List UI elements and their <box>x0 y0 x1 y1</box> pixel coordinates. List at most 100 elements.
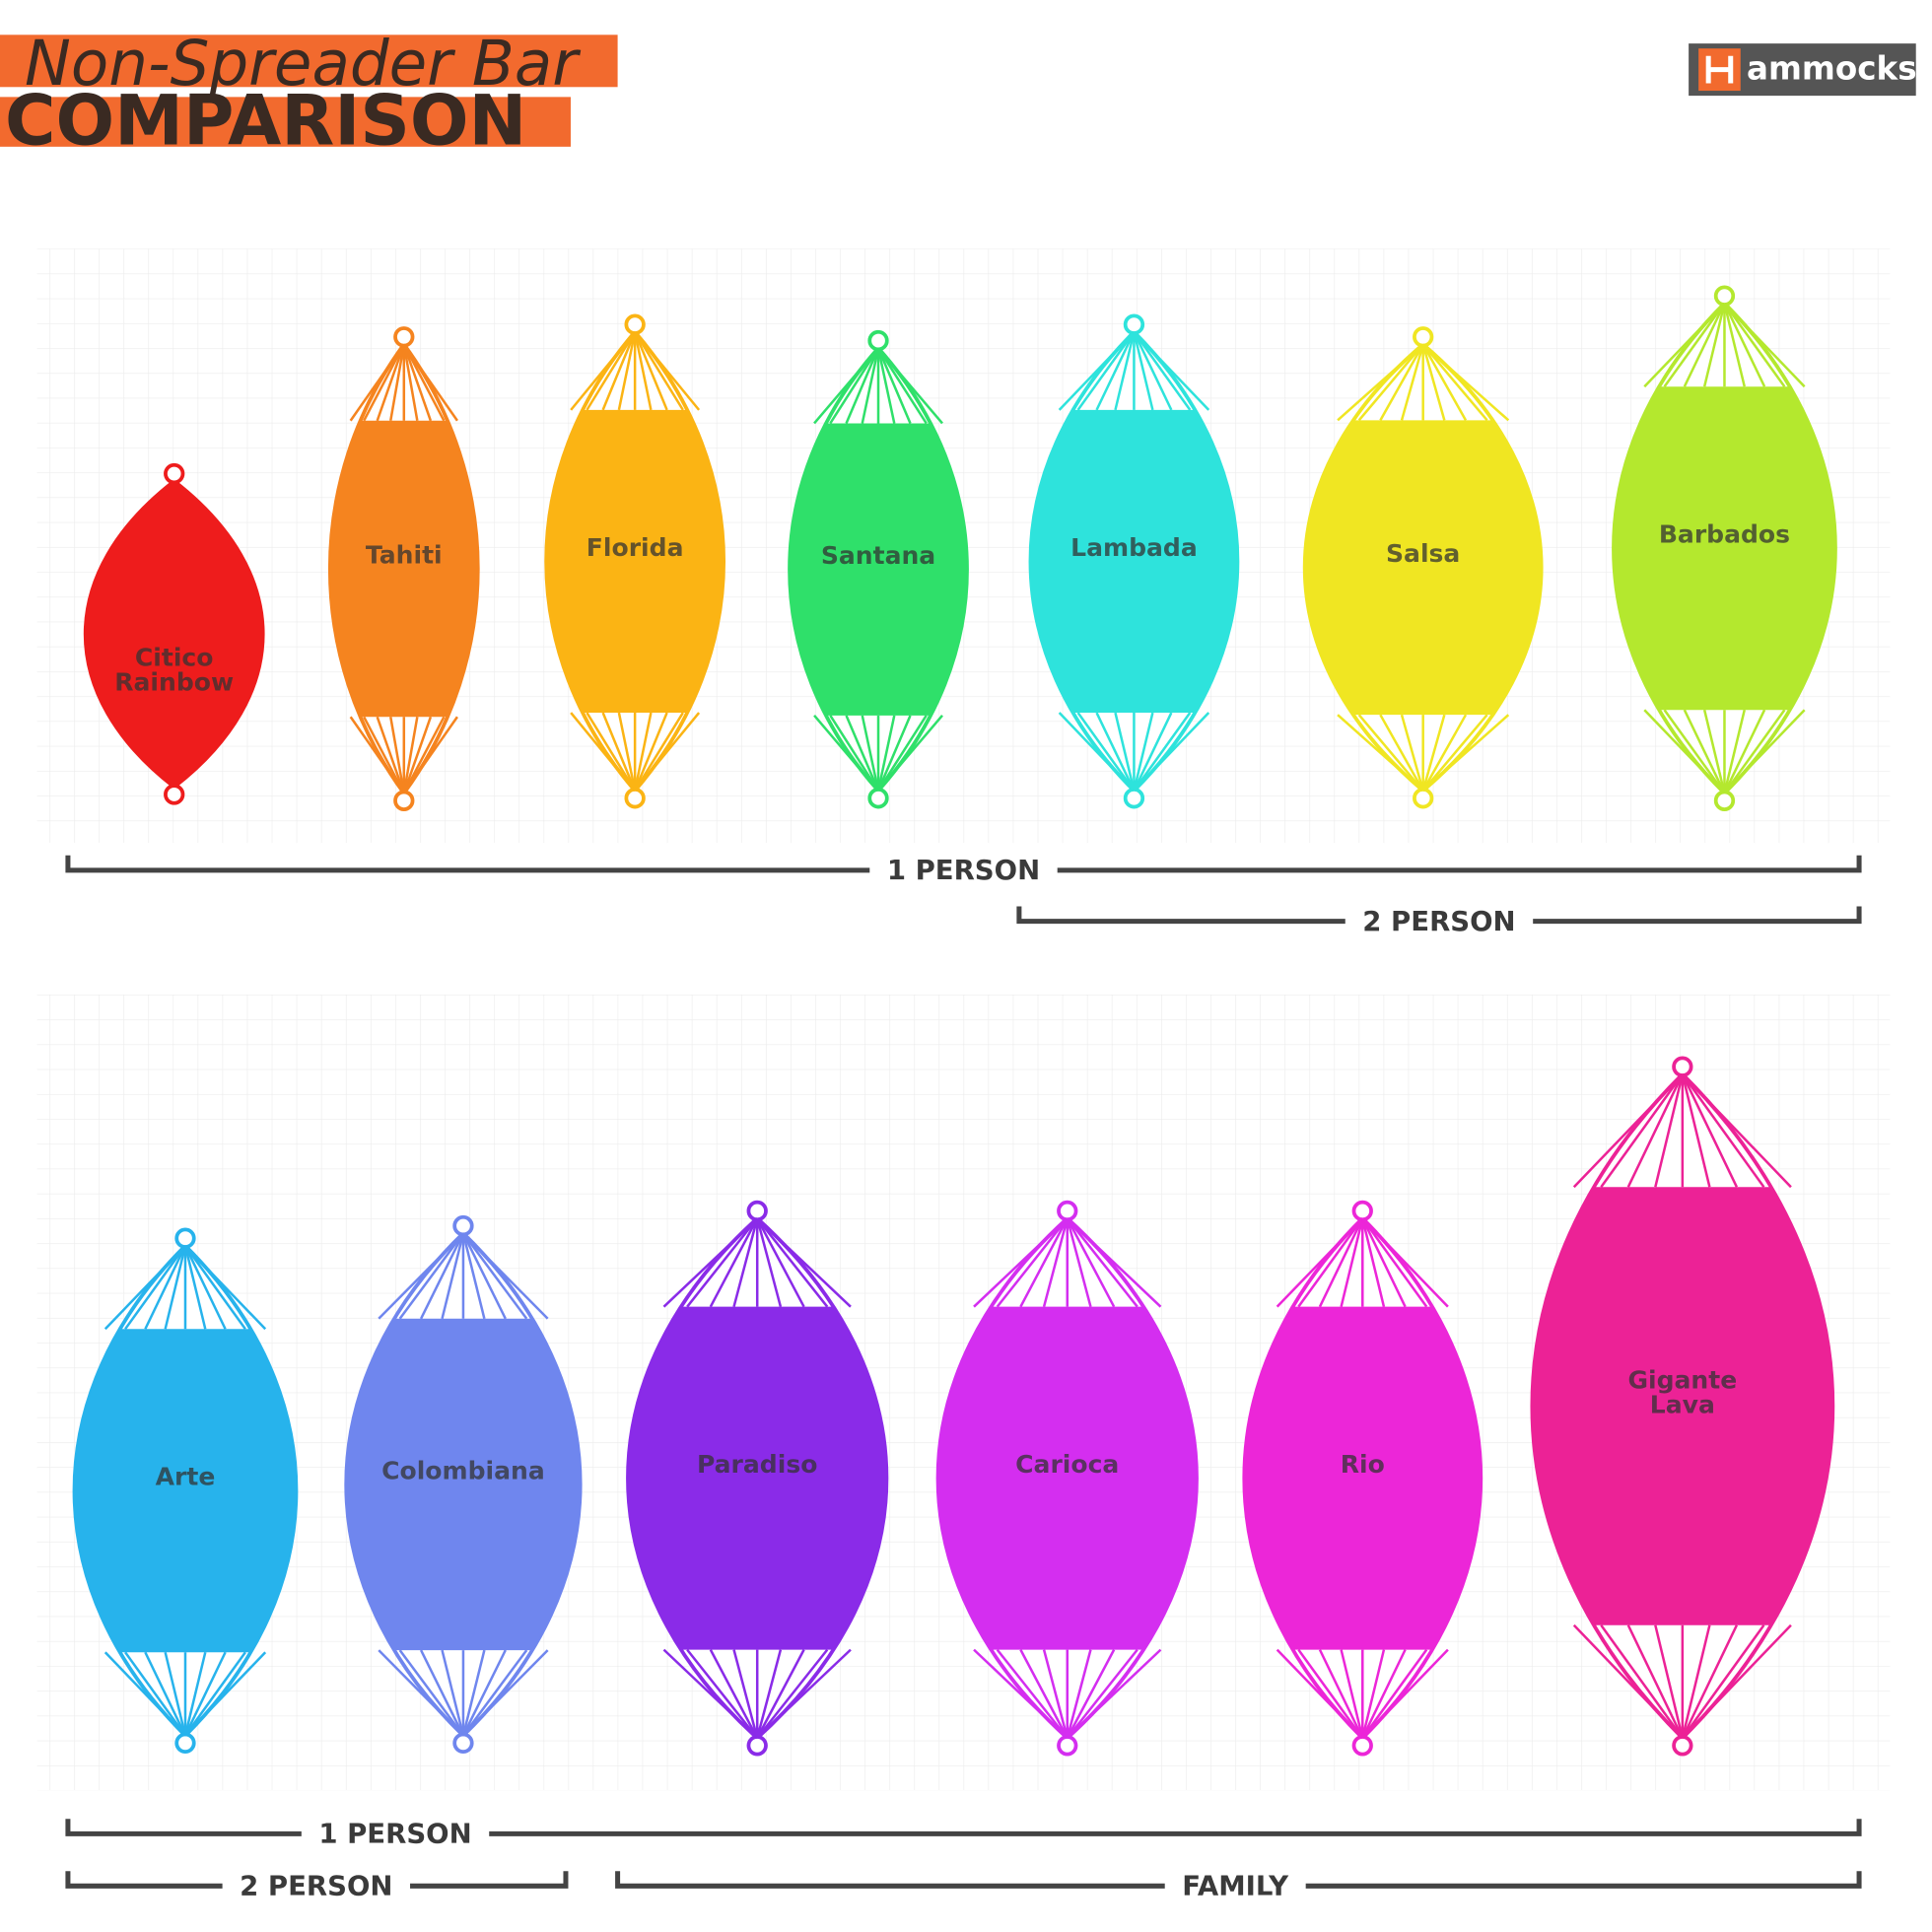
string <box>461 1649 486 1737</box>
bracket-label: 1 PERSON <box>887 854 1040 886</box>
logo-text: ammocks <box>1747 50 1917 88</box>
string <box>144 1651 187 1737</box>
hammock-name: Citico <box>135 643 214 671</box>
string <box>633 331 668 411</box>
string <box>756 1649 805 1739</box>
hammock-body <box>74 1329 297 1653</box>
string <box>662 1217 759 1308</box>
ring <box>1057 1200 1078 1222</box>
string <box>402 343 433 422</box>
string <box>1066 1217 1116 1308</box>
hammock-name: Carioca <box>1015 1450 1119 1479</box>
string <box>813 715 879 792</box>
ring <box>1413 788 1434 809</box>
string <box>634 330 701 411</box>
string <box>164 1245 187 1330</box>
ring <box>452 1732 474 1755</box>
string <box>1654 1624 1685 1739</box>
bracket: 2 PERSON <box>1016 905 1862 937</box>
string <box>570 330 637 411</box>
string <box>1572 1623 1684 1740</box>
title-highlight <box>0 34 618 88</box>
string <box>363 343 405 422</box>
string <box>398 1649 464 1737</box>
string <box>1066 1217 1138 1308</box>
string <box>461 1649 507 1737</box>
hammock-body <box>1030 409 1238 714</box>
hammock: Santana <box>788 329 969 809</box>
string <box>1114 331 1136 411</box>
hammock-body <box>329 420 478 718</box>
bracket: 2 PERSON <box>65 1870 569 1902</box>
ring <box>164 784 185 805</box>
string <box>861 347 880 424</box>
ring <box>867 329 889 352</box>
string <box>1421 343 1488 422</box>
bracket-line <box>1057 855 1862 873</box>
string <box>104 1651 186 1737</box>
ring <box>164 462 185 485</box>
string <box>876 347 928 425</box>
string <box>813 347 879 425</box>
string <box>1361 1217 1407 1308</box>
string <box>633 712 653 792</box>
string <box>732 1649 759 1739</box>
string <box>1357 343 1424 422</box>
string <box>1095 712 1136 792</box>
string <box>617 331 637 411</box>
hammock-name: Barbados <box>1659 520 1790 549</box>
string <box>877 347 943 425</box>
bracket: 1 PERSON <box>65 854 1862 886</box>
hammock-name: Salsa <box>1386 539 1460 568</box>
bracket-line <box>65 855 870 873</box>
string <box>1133 712 1192 792</box>
string <box>756 1648 852 1740</box>
string <box>402 344 419 421</box>
string <box>441 1649 465 1737</box>
string <box>601 712 637 792</box>
string <box>709 1649 759 1739</box>
string <box>1681 1624 1711 1739</box>
string <box>1626 1073 1684 1188</box>
string <box>1318 1217 1364 1308</box>
string <box>1076 712 1136 792</box>
string <box>349 716 405 794</box>
string <box>1600 1072 1684 1188</box>
hammock-body <box>628 1306 887 1650</box>
ring <box>1672 1056 1693 1077</box>
string <box>755 1649 783 1739</box>
string <box>1681 1073 1739 1188</box>
string <box>1421 714 1510 793</box>
string <box>184 1651 267 1737</box>
string <box>686 1648 759 1740</box>
hammock: Arte <box>72 1227 299 1755</box>
string <box>1681 1072 1765 1188</box>
string <box>709 1217 759 1308</box>
string <box>1133 712 1210 793</box>
string <box>845 347 880 424</box>
string <box>845 715 880 792</box>
string <box>1297 1648 1364 1739</box>
string <box>586 712 637 792</box>
string <box>183 1245 227 1330</box>
string <box>1421 714 1446 792</box>
string <box>402 717 419 794</box>
hammock-body <box>937 1306 1197 1650</box>
string <box>732 1217 759 1307</box>
hammock-name: Paradiso <box>697 1450 817 1479</box>
string <box>1400 344 1424 421</box>
hammock-name: Rio <box>1341 1450 1385 1479</box>
hammock: Rio <box>1242 1200 1484 1757</box>
ring <box>746 1200 768 1222</box>
string <box>376 343 405 422</box>
hammock-name: Gigante <box>1627 1365 1737 1394</box>
string <box>1421 343 1510 422</box>
hammock: Carioca <box>935 1200 1199 1757</box>
string <box>461 1232 507 1320</box>
string <box>1076 331 1136 411</box>
string <box>183 1651 207 1737</box>
ring <box>393 790 415 811</box>
string <box>1681 1623 1792 1740</box>
bracket-line <box>615 1871 1165 1889</box>
